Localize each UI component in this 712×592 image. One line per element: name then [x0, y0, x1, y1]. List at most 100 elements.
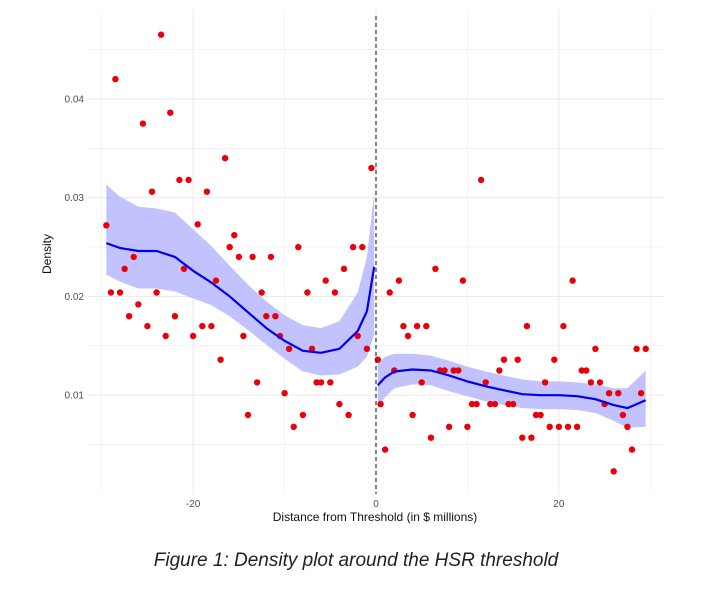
- data-point: [354, 332, 361, 340]
- data-point: [377, 400, 384, 408]
- data-point: [263, 313, 270, 320]
- data-point: [624, 423, 631, 430]
- data-point: [313, 379, 320, 386]
- data-point: [619, 411, 627, 419]
- data-point: [628, 446, 636, 453]
- data-point: [381, 446, 389, 453]
- data-point: [413, 322, 421, 330]
- data-point: [445, 423, 453, 430]
- data-point: [418, 379, 425, 386]
- data-point: [295, 243, 302, 251]
- data-point: [171, 313, 179, 320]
- fit-line-right: [376, 368, 647, 410]
- data-point: [189, 332, 197, 340]
- data-point: [235, 253, 243, 261]
- data-point: [560, 322, 567, 330]
- data-point: [482, 379, 489, 386]
- data-point: [395, 277, 403, 284]
- data-point: [299, 411, 307, 419]
- data-point: [491, 400, 499, 408]
- data-point: [423, 322, 430, 330]
- data-point: [464, 423, 471, 430]
- data-point: [605, 390, 613, 397]
- data-point: [528, 434, 535, 441]
- data-point: [103, 222, 110, 229]
- data-point: [363, 345, 371, 352]
- data-point: [144, 322, 151, 330]
- data-point: [116, 289, 124, 296]
- x-axis-label: Distance from Threshold (in $ millions): [273, 510, 478, 524]
- data-point: [153, 289, 160, 296]
- data-point: [125, 313, 133, 320]
- data-point: [615, 390, 622, 397]
- data-point: [231, 232, 238, 239]
- data-point: [176, 176, 183, 184]
- data-point: [244, 411, 252, 419]
- data-point: [500, 356, 508, 363]
- data-point: [267, 253, 275, 261]
- data-point: [555, 423, 563, 430]
- data-point: [487, 400, 494, 408]
- data-point: [208, 322, 215, 330]
- data-point: [226, 243, 233, 251]
- data-point: [432, 265, 439, 272]
- data-point: [386, 289, 393, 296]
- data-point: [532, 411, 540, 419]
- x-tick-label: 0: [373, 499, 379, 510]
- data-point: [564, 423, 572, 430]
- data-point: [637, 390, 645, 397]
- density-chart: -20 0 20 0.01 0.02 0.03 0.04 Distance from Thr…: [40, 10, 664, 524]
- data-point: [404, 332, 412, 340]
- data-point: [450, 367, 457, 374]
- data-point: [468, 400, 476, 408]
- data-point: [368, 164, 375, 172]
- data-point: [441, 367, 448, 374]
- fit-line-left: [105, 242, 376, 354]
- confidence-band-left: [106, 184, 375, 376]
- y-tick-label: 0.01: [65, 391, 85, 402]
- data-point: [349, 243, 357, 251]
- data-point: [212, 277, 220, 284]
- data-point: [221, 155, 229, 162]
- data-point: [107, 289, 115, 296]
- data-point: [157, 31, 165, 38]
- data-point: [322, 277, 329, 284]
- data-point: [633, 345, 640, 352]
- y-axis-label: Density: [40, 234, 54, 274]
- data-point: [546, 423, 553, 430]
- data-point: [505, 400, 512, 408]
- data-point: [290, 423, 297, 430]
- data-point: [249, 253, 256, 261]
- x-tick-label: -20: [186, 499, 201, 510]
- y-tick-label: 0.03: [65, 193, 85, 204]
- data-point: [317, 379, 325, 386]
- data-point: [331, 289, 339, 296]
- data-point: [400, 322, 407, 330]
- data-point: [477, 176, 485, 184]
- data-point: [327, 379, 334, 386]
- data-point: [587, 379, 595, 386]
- data-point: [473, 400, 480, 408]
- data-point: [523, 322, 531, 330]
- y-tick-label: 0.02: [65, 292, 85, 303]
- y-tick-label: 0.04: [65, 94, 85, 105]
- data-point: [496, 367, 503, 374]
- tick-labels: -20 0 20 0.01 0.02 0.03 0.04: [65, 94, 565, 510]
- data-point: [583, 367, 590, 374]
- data-point: [130, 253, 137, 261]
- data-point: [596, 379, 604, 386]
- data-point: [135, 301, 142, 308]
- data-point: [148, 188, 156, 195]
- data-point: [203, 188, 211, 195]
- data-point: [592, 345, 599, 352]
- data-point: [359, 243, 366, 251]
- data-point: [519, 434, 526, 441]
- data-point: [610, 468, 617, 475]
- data-point: [194, 221, 201, 228]
- data-point: [569, 277, 576, 284]
- data-point: [409, 411, 416, 419]
- data-point: [304, 289, 311, 296]
- data-point: [167, 109, 174, 116]
- data-point: [537, 411, 544, 419]
- fit-lines: [105, 242, 647, 410]
